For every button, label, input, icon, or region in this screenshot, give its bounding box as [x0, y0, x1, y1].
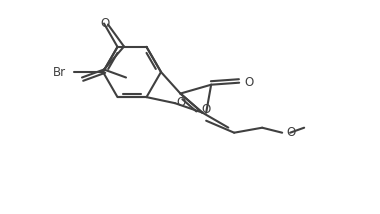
Text: O: O	[201, 103, 211, 116]
Text: O: O	[286, 126, 295, 139]
Text: O: O	[100, 17, 109, 30]
Text: O: O	[177, 96, 186, 109]
Text: O: O	[244, 76, 253, 89]
Text: Br: Br	[53, 65, 66, 79]
